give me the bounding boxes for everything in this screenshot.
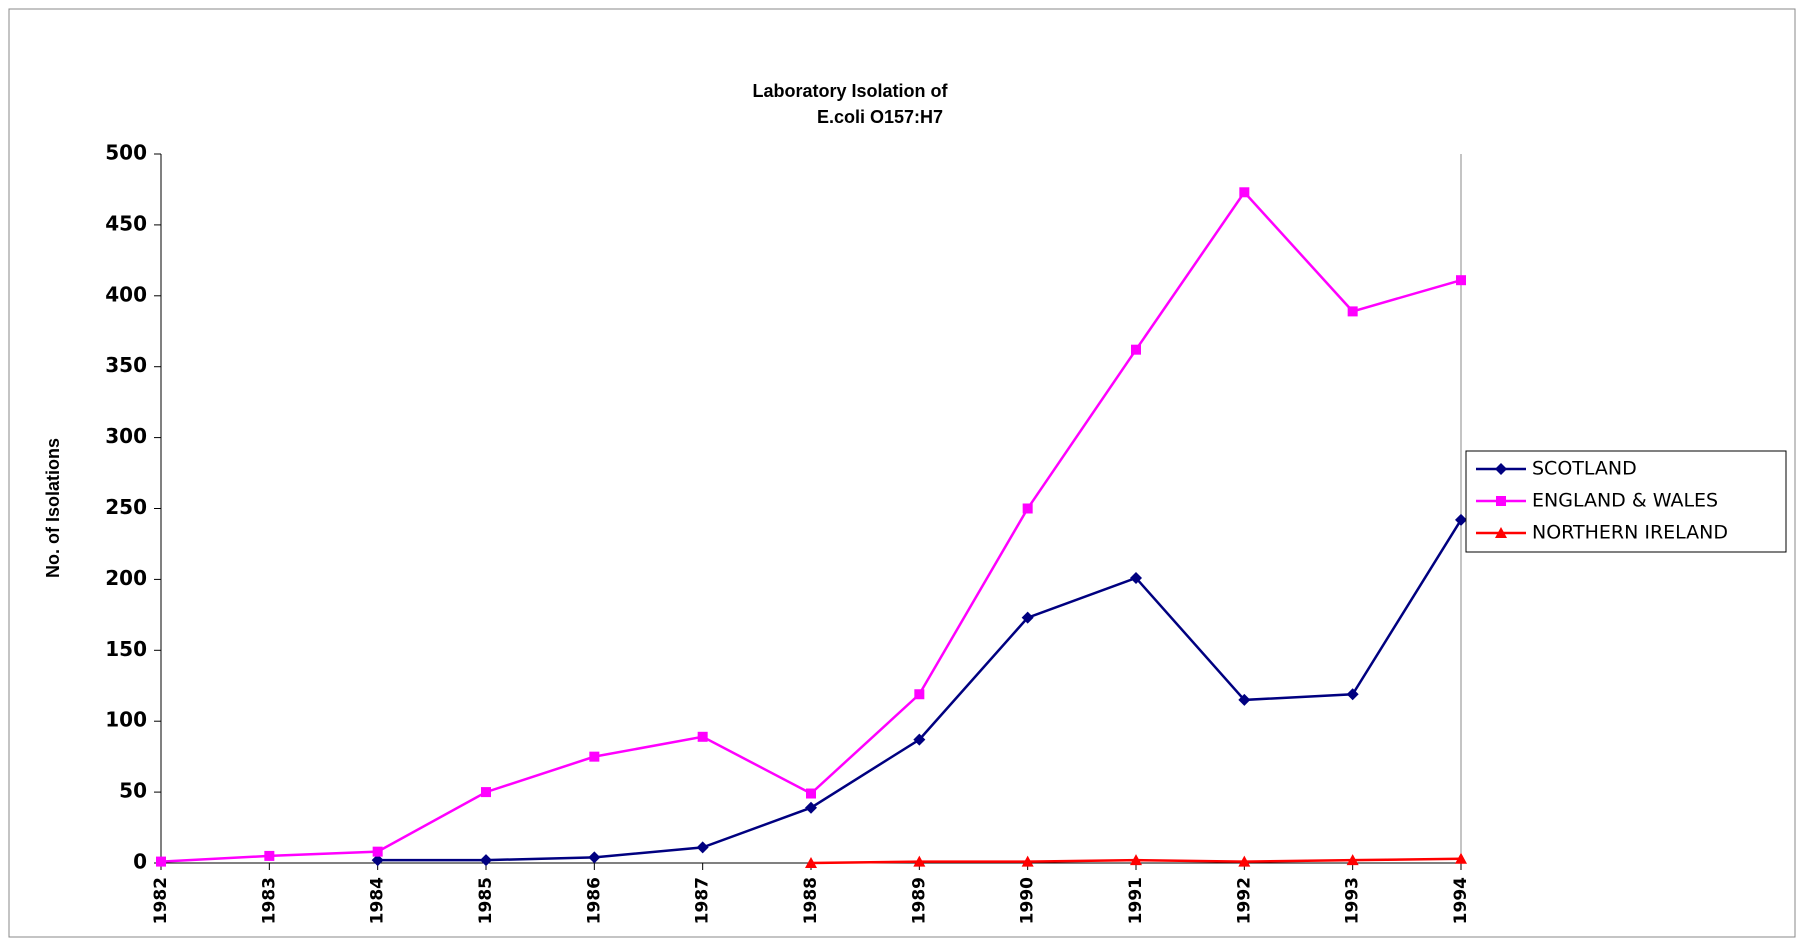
marker — [1455, 852, 1467, 864]
x-tick-label: 1991 — [1126, 877, 1146, 924]
marker — [1239, 187, 1250, 198]
x-tick-label: 1982 — [151, 877, 171, 924]
legend-marker — [1495, 527, 1507, 538]
marker — [913, 855, 926, 867]
chart-title: E.coli O157:H7 — [817, 107, 943, 127]
legend-label: ENGLAND & WALES — [1532, 490, 1718, 512]
y-tick-label: 400 — [105, 282, 147, 306]
marker — [1021, 611, 1034, 624]
y-tick-label: 500 — [105, 141, 147, 165]
marker — [805, 857, 817, 868]
x-tick-label: 1990 — [1018, 877, 1038, 924]
legend-marker — [1495, 463, 1507, 475]
y-tick-label: 300 — [105, 424, 147, 448]
x-tick-label: 1985 — [476, 877, 496, 924]
y-tick-label: 250 — [105, 495, 147, 519]
y-tick-label: 450 — [105, 211, 147, 235]
marker — [1347, 306, 1358, 317]
marker — [1022, 503, 1033, 514]
marker — [805, 801, 817, 814]
marker — [1021, 855, 1034, 867]
x-tick-label: 1994 — [1451, 877, 1471, 924]
x-tick-label: 1993 — [1343, 877, 1363, 924]
marker — [588, 851, 601, 864]
y-tick-label: 100 — [105, 708, 147, 732]
x-tick-label: 1989 — [909, 877, 929, 924]
marker — [1346, 854, 1359, 866]
marker — [914, 689, 925, 700]
marker — [1346, 688, 1359, 701]
marker — [806, 788, 816, 799]
y-axis-label: No. of Isolations — [43, 438, 63, 578]
legend-marker — [1496, 496, 1506, 506]
marker — [1455, 513, 1467, 526]
marker — [697, 731, 708, 742]
x-tick-label: 1986 — [584, 877, 604, 924]
y-tick-label: 350 — [105, 353, 147, 377]
x-tick-label: 1987 — [693, 877, 713, 924]
x-tick-label: 1992 — [1234, 877, 1254, 924]
chart-title: Laboratory Isolation of — [752, 81, 948, 101]
y-tick-label: 150 — [105, 637, 147, 661]
legend-label: SCOTLAND — [1532, 458, 1637, 480]
y-tick-label: 200 — [105, 566, 147, 590]
y-tick-label: 0 — [133, 850, 147, 874]
marker — [1130, 571, 1142, 584]
marker — [1456, 275, 1466, 286]
marker — [1238, 693, 1251, 706]
marker — [371, 854, 384, 867]
marker — [481, 787, 491, 798]
legend-label: NORTHERN IRELAND — [1532, 522, 1728, 544]
x-tick-label: 1988 — [801, 877, 821, 924]
x-tick-label: 1983 — [259, 877, 279, 924]
marker — [1130, 854, 1142, 866]
marker — [589, 751, 600, 762]
y-tick-label: 50 — [119, 779, 147, 803]
marker — [913, 733, 926, 746]
marker — [156, 856, 166, 867]
marker — [696, 841, 709, 854]
x-tick-label: 1984 — [368, 877, 388, 924]
marker — [372, 846, 383, 857]
marker — [264, 850, 275, 861]
marker — [1238, 855, 1251, 867]
marker — [1131, 344, 1141, 355]
marker — [480, 854, 492, 867]
